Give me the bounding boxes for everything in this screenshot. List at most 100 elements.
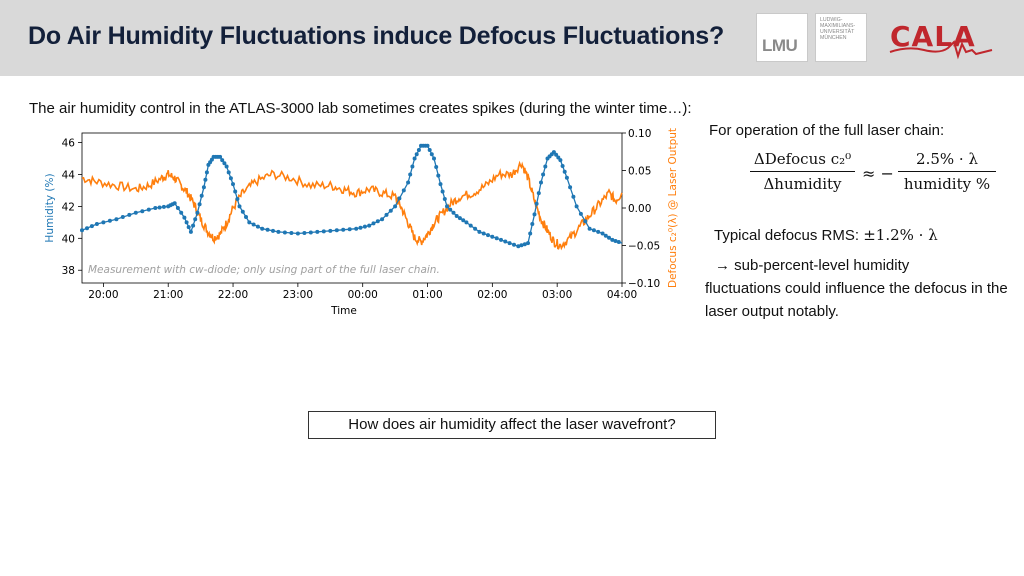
humidity-data-point bbox=[193, 217, 198, 222]
humidity-data-point bbox=[454, 214, 459, 218]
humidity-data-point bbox=[503, 239, 508, 244]
wordmark-line: LUDWIG- bbox=[820, 17, 843, 23]
humidity-data-point bbox=[587, 226, 592, 231]
x-tick-label: 23:00 bbox=[283, 289, 313, 301]
humidity-data-point bbox=[440, 189, 445, 194]
humidity-data-point bbox=[445, 204, 449, 209]
humidity-data-point bbox=[451, 210, 456, 215]
humidity-data-point bbox=[528, 231, 533, 236]
consequence-line-1: → sub-percent-level humidity bbox=[715, 257, 910, 274]
cala-logo: CALA bbox=[889, 20, 993, 60]
formula-lhs-numerator: ΔDefocus c₂⁰ bbox=[753, 150, 852, 168]
humidity-data-point bbox=[220, 158, 225, 163]
humidity-data-point bbox=[175, 206, 180, 210]
wordmark-line: UNIVERSITÄT bbox=[820, 29, 855, 35]
humidity-data-point bbox=[233, 189, 238, 194]
title-bar: Do Air Humidity Fluctuations induce Defo… bbox=[0, 0, 1024, 76]
humidity-data-point bbox=[204, 170, 209, 175]
humidity-data-point bbox=[161, 204, 166, 209]
humidity-data-point bbox=[146, 207, 151, 212]
humidity-data-point bbox=[536, 191, 541, 196]
y-axis-label: Humidity (%) bbox=[44, 173, 56, 242]
humidity-data-point bbox=[188, 229, 193, 234]
defocus-rms: Typical defocus RMS: ±1.2% · λ bbox=[714, 226, 938, 244]
humidity-data-point bbox=[539, 180, 543, 185]
x-tick-label: 00:00 bbox=[348, 289, 378, 301]
lmu-logo-text: LMU bbox=[762, 36, 798, 55]
humidity-data-point bbox=[240, 209, 245, 214]
x-tick-label: 02:00 bbox=[477, 289, 507, 301]
humidity-data-point bbox=[347, 227, 352, 232]
humidity-data-point bbox=[432, 156, 436, 161]
humidity-data-point bbox=[186, 225, 191, 230]
humidity-data-point bbox=[184, 220, 189, 225]
humidity-data-point bbox=[120, 215, 125, 219]
humidity-data-point bbox=[616, 240, 621, 244]
humidity-data-point bbox=[494, 236, 499, 241]
humidity-data-point bbox=[564, 175, 569, 180]
humidity-data-point bbox=[568, 185, 573, 190]
humidity-data-point bbox=[477, 229, 482, 234]
humidity-data-point bbox=[127, 212, 132, 217]
humidity-data-point bbox=[507, 241, 512, 246]
humidity-data-point bbox=[260, 226, 265, 231]
humidity-data-point bbox=[89, 224, 94, 229]
humidity-data-point bbox=[247, 220, 252, 225]
consequence-rest: fluctuations could influence the defocus… bbox=[705, 280, 1008, 320]
humidity-data-point bbox=[427, 148, 432, 152]
y-tick-label: 38 bbox=[62, 265, 75, 277]
humidity-data-point bbox=[519, 243, 524, 248]
humidity-data-point bbox=[578, 211, 583, 216]
humidity-data-point bbox=[334, 228, 339, 233]
lmu-logo: LMU bbox=[756, 13, 808, 62]
humidity-data-point bbox=[354, 226, 359, 231]
humidity-data-point bbox=[560, 164, 565, 168]
humidity-data-point bbox=[457, 216, 462, 221]
humidity-data-point bbox=[218, 154, 223, 159]
humidity-data-point bbox=[228, 176, 233, 181]
humidity-data-point bbox=[541, 172, 546, 177]
chart-annotation: Measurement with cw-diode; only using pa… bbox=[88, 264, 440, 276]
humidity-data-point bbox=[473, 226, 478, 231]
humidity-data-point bbox=[436, 173, 441, 178]
humidity-data-point bbox=[610, 237, 615, 242]
humidity-data-point bbox=[226, 170, 231, 175]
y-tick-label: 44 bbox=[62, 169, 76, 181]
formula-rhs-denominator: humidity % bbox=[903, 175, 991, 193]
humidity-data-point bbox=[596, 229, 601, 234]
y2-tick-label: 0.10 bbox=[628, 128, 651, 140]
humidity-data-point bbox=[179, 210, 184, 215]
humidity-data-point bbox=[282, 230, 287, 235]
humidity-data-point bbox=[235, 197, 240, 201]
humidity-data-point bbox=[534, 201, 539, 206]
humidity-data-point bbox=[408, 172, 413, 177]
humidity-data-point bbox=[315, 229, 320, 234]
x-tick-label: 20:00 bbox=[88, 289, 118, 301]
x-tick-label: 04:00 bbox=[607, 289, 637, 301]
humidity-data-point bbox=[464, 220, 469, 225]
humidity-data-point bbox=[367, 223, 372, 228]
humidity-data-point bbox=[574, 204, 579, 209]
y2-tick-label: 0.00 bbox=[628, 203, 651, 215]
x-tick-label: 01:00 bbox=[412, 289, 442, 301]
humidity-data-point bbox=[153, 206, 158, 210]
humidity-data-point bbox=[197, 202, 202, 207]
humidity-data-point bbox=[414, 152, 419, 157]
humidity-data-point bbox=[237, 204, 242, 209]
x-axis-label: Time bbox=[330, 305, 357, 317]
humidity-data-point bbox=[341, 227, 346, 232]
humidity-data-point bbox=[107, 218, 112, 223]
humidity-data-point bbox=[512, 242, 516, 247]
formula-rhs-fraction: 2.5% · λ humidity % bbox=[898, 150, 996, 193]
humidity-data-point bbox=[271, 228, 275, 233]
humidity-data-point bbox=[191, 223, 196, 228]
humidity-data-point bbox=[224, 164, 229, 169]
humidity-data-point bbox=[603, 233, 608, 238]
y2-tick-label: −0.10 bbox=[628, 278, 660, 290]
humidity-data-point bbox=[362, 224, 367, 229]
defocus-humidity-formula: ΔDefocus c₂⁰ Δhumidity ≈ − 2.5% · λ humi… bbox=[750, 150, 1000, 202]
humidity-data-point bbox=[358, 225, 363, 230]
humidity-data-point bbox=[231, 182, 235, 187]
formula-rhs-numerator: 2.5% · λ bbox=[916, 150, 978, 168]
humidity-data-point bbox=[371, 221, 376, 226]
